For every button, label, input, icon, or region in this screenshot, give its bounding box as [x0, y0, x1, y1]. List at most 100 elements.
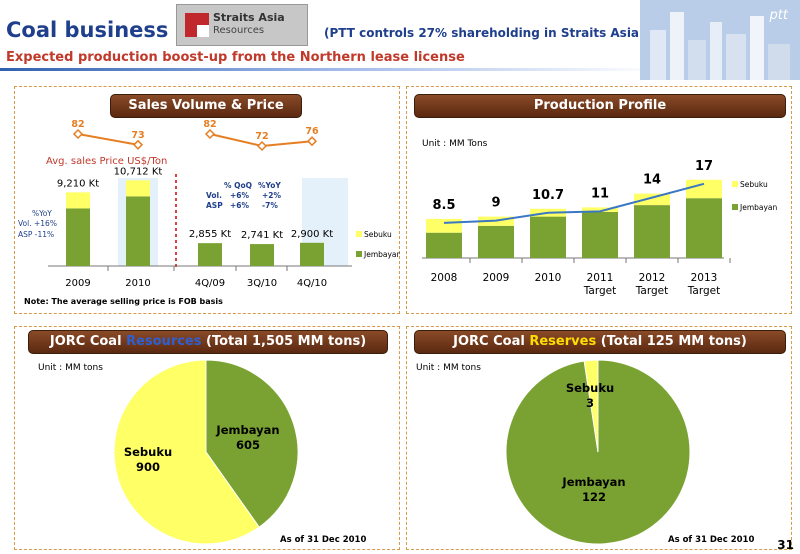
resources-asof: As of 31 Dec 2010	[280, 535, 366, 545]
pie-value-jembayan: 122	[582, 490, 606, 504]
qoq-box: % QoQ %YoY Vol. +6% +2% ASP +6% -7%	[206, 181, 282, 210]
price-line	[209, 133, 263, 147]
price-line	[77, 133, 139, 146]
pie-slice-sebuku	[113, 359, 260, 545]
resources-banner-post: (Total 1,505 MM tons)	[201, 334, 367, 349]
price-point	[306, 136, 318, 147]
price-point	[256, 140, 268, 152]
total-label: 14	[643, 173, 661, 188]
price-point	[132, 139, 144, 150]
production-unit: Unit : MM Tons	[422, 139, 488, 149]
bar-sebuku	[582, 207, 618, 212]
reserves-asof: As of 31 Dec 2010	[668, 535, 754, 545]
total-label: 2,855 Kt	[189, 229, 231, 240]
total-label: 10.7	[532, 188, 564, 203]
logo-line2: Resources	[213, 25, 265, 36]
price-line	[261, 140, 313, 147]
tick-label: 2012	[639, 272, 666, 284]
reserves-pie-chart: Unit : MM tons As of 31 Dec 2010 Jembaya…	[416, 359, 754, 545]
ownership-note: (PTT controls 27% shareholding in Strait…	[324, 26, 645, 40]
resources-banner-highlight: Resources	[126, 334, 202, 349]
yoy-asp: ASP -11%	[18, 230, 54, 239]
reserves-banner: JORC Coal Reserves (Total 125 MM tons)	[414, 330, 786, 354]
bar-jembayan	[478, 225, 514, 258]
pie-value-sebuku: 900	[136, 460, 160, 474]
resources-unit: Unit : MM tons	[38, 363, 103, 373]
price-axis-label: Avg. sales Price US$/Ton	[46, 156, 167, 167]
bar-jembayan	[634, 205, 670, 258]
bar-sebuku	[126, 180, 150, 197]
qoq-asp-yoy: -7%	[262, 201, 278, 210]
resources-pie-chart: Unit : MM tons As of 31 Dec 2010 Jembaya…	[38, 359, 366, 545]
sales-note: Note: The average selling price is FOB b…	[24, 297, 223, 306]
price-point	[72, 128, 84, 140]
reserves-banner-pre: JORC Coal	[453, 334, 530, 349]
page-title: Coal business	[6, 18, 169, 42]
price-label: 76	[305, 126, 319, 137]
bar-jembayan	[198, 243, 222, 266]
resources-banner-pre: JORC Coal	[49, 334, 127, 349]
resources-panel	[14, 326, 400, 550]
yoy-box: %YoY Vol. +16% ASP -11%	[18, 209, 57, 239]
pie-label-sebuku: Sebuku	[124, 445, 172, 459]
bar-jembayan	[250, 244, 274, 266]
pie-value-sebuku: 3	[586, 396, 594, 410]
qoq-head: % QoQ	[224, 181, 252, 190]
legend-sebuku-label: Sebuku	[740, 180, 768, 189]
price-label: 73	[131, 130, 144, 141]
production-banner: Production Profile	[414, 94, 786, 118]
yoy-vol: Vol. +16%	[18, 219, 57, 228]
sales-volume-chart: Avg. sales Price US$/Ton %YoY Vol. +16% …	[18, 119, 400, 306]
reserves-banner-highlight: Reserves	[529, 334, 597, 349]
tick-label: 2009	[65, 278, 90, 289]
bar-jembayan	[530, 216, 566, 258]
total-label: 2,900 Kt	[291, 229, 333, 240]
tick-label: 2009	[483, 272, 510, 284]
total-label: 9,210 Kt	[57, 178, 99, 189]
sales-legend: Sebuku Jembayan	[356, 230, 400, 259]
legend-sebuku-swatch	[356, 231, 362, 237]
sales-banner: Sales Volume & Price	[110, 94, 302, 118]
bar-jembayan	[300, 242, 324, 266]
total-label: 11	[591, 186, 609, 201]
total-label: 17	[695, 159, 713, 174]
pie-label-sebuku: Sebuku	[566, 381, 614, 395]
page-subtitle: Expected production boost-up from the No…	[6, 50, 465, 65]
reserves-unit: Unit : MM tons	[416, 363, 481, 373]
price-label: 72	[255, 131, 268, 142]
bar-jembayan	[126, 196, 150, 266]
legend-jembayan-swatch	[732, 204, 738, 210]
legend-jembayan-label: Jembayan	[363, 250, 400, 259]
bar-jembayan	[66, 208, 90, 266]
tick-label: Target	[583, 285, 616, 297]
tick-label: 2011	[587, 272, 614, 284]
bar-sebuku	[686, 179, 722, 199]
bar-sebuku	[634, 193, 670, 206]
header-rule	[0, 68, 660, 71]
tick-label: 2010	[125, 278, 150, 289]
reserves-panel	[406, 326, 792, 550]
bar-sebuku	[426, 218, 462, 233]
qoq-vol-qoq: +6%	[230, 191, 250, 200]
total-label: 9	[491, 196, 500, 211]
legend-jembayan-label: Jembayan	[739, 203, 778, 212]
qoq-asp-label: ASP	[206, 201, 223, 210]
price-label: 82	[71, 119, 84, 130]
bar-sebuku	[66, 192, 90, 209]
qoq-yoy-head: %YoY	[258, 181, 281, 190]
pie-label-jembayan: Jembayan	[561, 475, 625, 489]
pie-value-jembayan: 605	[236, 438, 260, 452]
total-label: 8.5	[432, 198, 455, 213]
sales-panel	[14, 86, 400, 314]
total-label: 2,741 Kt	[241, 230, 283, 241]
total-label: 10,712 Kt	[114, 166, 163, 177]
trend-line	[443, 182, 705, 224]
yoy-head: %YoY	[32, 209, 52, 218]
ptt-logo: ptt	[769, 8, 788, 23]
page-number: 31	[777, 538, 794, 552]
qoq-asp-qoq: +6%	[230, 201, 250, 210]
legend-jembayan-swatch	[356, 251, 362, 257]
legend-sebuku-label: Sebuku	[364, 230, 392, 239]
bar-jembayan	[426, 232, 462, 258]
bar-jembayan	[582, 212, 618, 258]
